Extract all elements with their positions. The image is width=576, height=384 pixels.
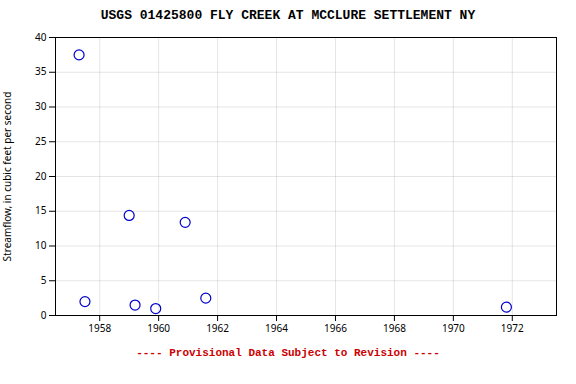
svg-text:1958: 1958 xyxy=(88,321,111,335)
svg-text:1962: 1962 xyxy=(206,321,229,335)
svg-text:1972: 1972 xyxy=(501,321,524,335)
svg-text:1964: 1964 xyxy=(265,321,288,335)
svg-text:0: 0 xyxy=(41,308,47,322)
svg-text:40: 40 xyxy=(35,30,47,44)
svg-text:5: 5 xyxy=(41,273,47,287)
svg-text:35: 35 xyxy=(35,64,47,78)
svg-text:10: 10 xyxy=(35,238,47,252)
svg-text:20: 20 xyxy=(35,169,47,183)
svg-text:15: 15 xyxy=(35,203,47,217)
svg-text:Streamflow, in cubic feet per: Streamflow, in cubic feet per second xyxy=(0,92,14,262)
svg-text:1960: 1960 xyxy=(147,321,170,335)
html-text:USGS 01425800 FLY CREEK AT MCC: USGS 01425800 FLY CREEK AT MCCLURE SETTL… xyxy=(100,8,476,23)
svg-text:1970: 1970 xyxy=(442,321,465,335)
svg-text:1966: 1966 xyxy=(324,321,347,335)
html-text:---- Provisional Data Subject: ---- Provisional Data Subject to Revisio… xyxy=(136,347,440,359)
svg-text:30: 30 xyxy=(35,99,47,113)
svg-text:1968: 1968 xyxy=(383,321,406,335)
svg-text:25: 25 xyxy=(35,134,47,148)
